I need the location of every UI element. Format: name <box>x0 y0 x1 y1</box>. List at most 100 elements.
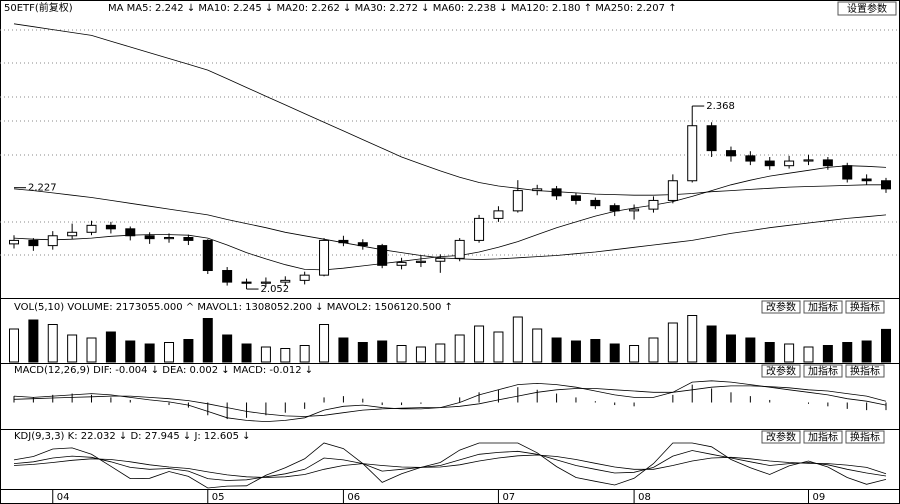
candle-body <box>629 208 640 212</box>
volume-bar <box>9 328 19 363</box>
panel-button[interactable]: 改参数 <box>761 364 801 378</box>
candle-body <box>202 239 213 272</box>
annotation: 2.368 <box>706 101 735 112</box>
panel-button-box[interactable] <box>761 300 801 314</box>
candle-body <box>881 180 891 190</box>
candle-body <box>842 165 853 180</box>
volume-bar <box>609 343 620 363</box>
volume-bar <box>648 337 659 363</box>
volume-bar <box>822 345 833 363</box>
candle-body <box>590 199 601 207</box>
candle-body <box>648 199 659 210</box>
ma-line <box>13 165 887 271</box>
volume-bar <box>338 337 349 363</box>
panel-button-box[interactable] <box>761 364 801 378</box>
volume-bar <box>551 337 562 363</box>
annotation: 2.227 <box>28 183 57 194</box>
candle-body <box>609 205 620 212</box>
candle-body <box>319 239 330 276</box>
panel-button[interactable]: 加指标 <box>803 364 843 378</box>
candle-body <box>687 125 698 182</box>
panel-button-label[interactable]: 换指标 <box>850 431 880 444</box>
panel-button[interactable]: 换指标 <box>845 300 885 314</box>
volume-bar <box>260 346 271 363</box>
panel-button-label[interactable]: 换指标 <box>850 301 880 314</box>
candle-body <box>822 159 833 167</box>
panel-button-label[interactable]: 改参数 <box>766 365 796 378</box>
panel-button-label[interactable]: 改参数 <box>766 431 796 444</box>
candle-body <box>764 160 775 167</box>
panel-button-label[interactable]: 换指标 <box>850 365 880 378</box>
panel-button-label[interactable]: 加指标 <box>808 431 838 444</box>
panel-button[interactable]: 改参数 <box>761 430 801 444</box>
panel-button[interactable]: 换指标 <box>845 364 885 378</box>
volume-legend: VOL(5,10) VOLUME: 2173055.000 ^ MAVOL1: … <box>14 302 453 313</box>
candle-body <box>570 195 581 201</box>
kdj-line <box>13 442 887 489</box>
volume-bar <box>28 319 39 363</box>
panel-button-box[interactable] <box>761 430 801 444</box>
volume-bar <box>725 334 736 363</box>
candle-body <box>86 224 97 233</box>
volume-bar <box>377 340 388 363</box>
panel-button-box[interactable] <box>803 300 843 314</box>
panel-button[interactable]: 加指标 <box>803 430 843 444</box>
candle-body <box>454 239 465 259</box>
candle-body <box>532 188 543 192</box>
volume-bar <box>745 337 756 363</box>
candle-body <box>396 261 407 266</box>
volume-bar <box>454 334 465 363</box>
candle-body <box>47 235 58 247</box>
panel-button-box[interactable] <box>803 364 843 378</box>
candle-body <box>28 239 39 247</box>
settings-button[interactable]: 设置参数 <box>837 1 897 16</box>
panel-button[interactable]: 改参数 <box>761 300 801 314</box>
settings-button-label[interactable]: 设置参数 <box>847 2 887 15</box>
volume-bar <box>86 337 97 363</box>
volume-bar <box>164 342 175 363</box>
candle-body <box>9 239 19 245</box>
panel-button-label[interactable]: 改参数 <box>766 301 796 314</box>
candle-body <box>183 237 194 241</box>
candle-body <box>144 235 155 240</box>
volume-bar <box>202 318 213 363</box>
panel-button-box[interactable] <box>845 364 885 378</box>
candle-body <box>435 257 446 262</box>
candle-body <box>415 260 426 263</box>
volume-bar <box>415 346 426 363</box>
panel-button[interactable]: 换指标 <box>845 430 885 444</box>
candle-body <box>512 190 523 212</box>
candle-body <box>493 210 504 219</box>
kdj-line <box>13 454 887 478</box>
panel-button[interactable]: 加指标 <box>803 300 843 314</box>
volume-bar <box>803 346 814 363</box>
candle-body <box>125 228 136 237</box>
volume-bar <box>299 345 310 363</box>
volume-bar <box>861 340 872 363</box>
volume-bar <box>881 328 891 363</box>
candle-body <box>474 217 485 241</box>
x-tick-label: 07 <box>502 492 515 503</box>
candle-body <box>222 270 233 283</box>
candle-body <box>861 178 872 182</box>
panel-button-box[interactable] <box>845 430 885 444</box>
volume-bar <box>396 345 407 363</box>
volume-bar <box>493 331 504 363</box>
candle-body <box>260 281 271 284</box>
panel-button-label[interactable]: 加指标 <box>808 365 838 378</box>
volume-bar <box>532 328 543 363</box>
kdj-legend: KDJ(9,3,3) K: 22.032 ↓ D: 27.945 ↓ J: 12… <box>14 431 250 442</box>
panel-separators <box>0 298 900 490</box>
candle-body <box>280 279 291 283</box>
panel-button-box[interactable] <box>803 430 843 444</box>
ma-legend: MA MA5: 2.242 ↓ MA10: 2.245 ↓ MA20: 2.26… <box>108 3 677 14</box>
volume-bar <box>590 339 601 363</box>
macd-legend: MACD(12,26,9) DIF: -0.004 ↓ DEA: 0.002 ↓… <box>14 365 313 376</box>
panel-button-box[interactable] <box>845 300 885 314</box>
panel-button-label[interactable]: 加指标 <box>808 301 838 314</box>
volume-bar <box>319 324 330 363</box>
macd-line <box>13 380 887 423</box>
candle-body <box>551 188 562 197</box>
volume-bar <box>842 342 853 363</box>
ma-line <box>13 23 886 196</box>
